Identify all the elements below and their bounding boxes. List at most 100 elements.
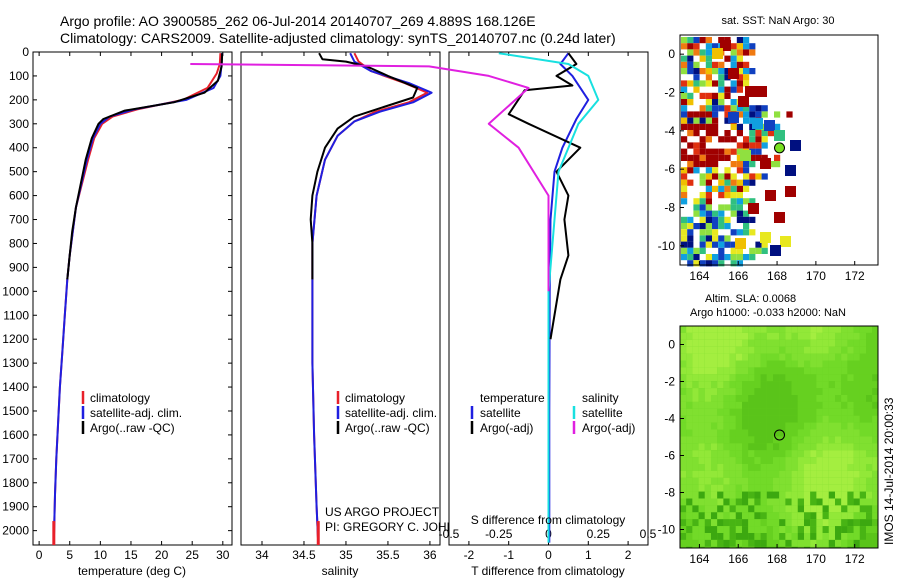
sla-cell (680, 450, 687, 458)
sla-cell (692, 395, 699, 402)
sla-cell (698, 526, 705, 533)
legend-title-temperature: temperature (480, 391, 545, 405)
map-x-tick-label: 172 (845, 552, 865, 566)
sla-cell (704, 519, 711, 527)
sla-cell (754, 388, 761, 395)
sla-cell (804, 457, 811, 464)
sla-cell (717, 539, 724, 547)
sst-cell (724, 74, 731, 81)
sst-cell (730, 105, 737, 112)
sla-cell (779, 353, 786, 361)
sla-cell (816, 491, 823, 499)
sla-cell (822, 477, 829, 485)
sla-cell (723, 415, 730, 423)
sla-cell (698, 533, 705, 540)
sla-cell (711, 332, 718, 340)
sla-cell (680, 353, 687, 361)
sla-cell (866, 374, 873, 382)
sla-cell (692, 457, 699, 464)
sst-cell (687, 167, 694, 174)
sla-cell (742, 332, 749, 340)
sst-map-frame (679, 34, 879, 266)
sla-cell (729, 436, 736, 444)
sla-cell (698, 360, 705, 368)
sla-cell (841, 415, 848, 423)
sla-cell (766, 477, 773, 485)
sla-cell (680, 533, 687, 540)
sla-cell (810, 339, 817, 347)
sla-cell (785, 381, 792, 389)
sla-cell (692, 408, 699, 416)
sla-cell (729, 374, 736, 382)
sla-cell (785, 339, 792, 347)
sst-cell (730, 80, 737, 87)
sla-cell (686, 332, 693, 340)
sla-cell (779, 415, 786, 423)
sla-cell (859, 436, 866, 444)
sla-cell (816, 546, 823, 548)
temperature-axes-box (32, 51, 233, 546)
legend-label-t-argo: Argo(-adj) (480, 421, 533, 435)
sla-cell (686, 512, 693, 520)
sla-cell (785, 464, 792, 471)
sla-cell (711, 484, 718, 492)
sla-cell (866, 512, 873, 520)
sla-cell (723, 395, 730, 402)
sst-cell (699, 37, 706, 44)
sla-cell (853, 491, 860, 499)
sst-cell (693, 204, 700, 211)
sla-cell (754, 470, 761, 478)
sst-cell (693, 210, 700, 217)
sla-cell (841, 436, 848, 444)
sla-cell (847, 429, 854, 437)
sla-cell (810, 519, 817, 527)
sla-cell (704, 339, 711, 347)
sla-cell (841, 429, 848, 437)
sla-cell (841, 539, 848, 547)
sla-cell (804, 526, 811, 533)
sla-cell (748, 512, 755, 520)
sst-cell (693, 37, 700, 44)
sla-cell (742, 457, 749, 464)
sst-cell (705, 161, 712, 168)
sla-cell (686, 470, 693, 478)
sla-cell (816, 457, 823, 464)
sla-cell (779, 395, 786, 402)
sla-cell (742, 360, 749, 368)
sla-cell (810, 374, 817, 382)
sla-cell (773, 498, 780, 506)
sst-cell (736, 68, 743, 75)
sla-cell (847, 415, 854, 423)
sst-cell (712, 105, 719, 112)
sla-cell (828, 470, 835, 478)
sla-cell (822, 415, 829, 423)
sla-cell (698, 546, 705, 548)
sla-cell (791, 450, 798, 458)
sla-cell (704, 498, 711, 506)
sst-cell (730, 61, 737, 68)
sla-cell (872, 505, 878, 513)
x-tick-label: 1 (585, 548, 592, 562)
x-tick-label: 35.5 (376, 548, 400, 562)
sla-cell (847, 436, 854, 444)
sst-cell (693, 74, 700, 81)
sla-cell (729, 539, 736, 547)
sst-cell (705, 111, 712, 118)
sst-cell (681, 229, 688, 236)
sla-cell (810, 470, 817, 478)
sla-cell (797, 422, 804, 430)
sla-cell (841, 401, 848, 409)
sst-cell (712, 92, 719, 99)
sla-cell (791, 477, 798, 485)
sla-cell (859, 395, 866, 402)
sla-cell (680, 367, 687, 375)
sla-cell (735, 491, 742, 499)
sla-cell (847, 408, 854, 416)
sst-cell (755, 105, 762, 112)
sla-cell (711, 533, 718, 540)
sla-cell (748, 367, 755, 375)
sst-cell (705, 55, 712, 62)
sla-cell (692, 491, 699, 499)
sla-cell (692, 443, 699, 451)
sst-cell (724, 117, 731, 124)
